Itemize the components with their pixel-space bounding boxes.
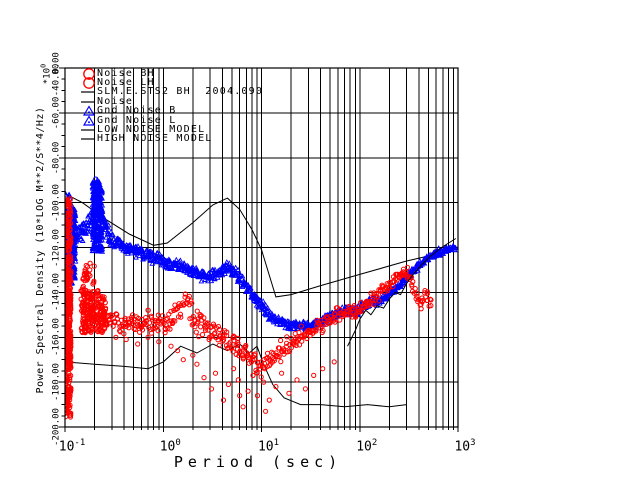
x-tick-label: 10-1 bbox=[58, 438, 86, 455]
triangle-marker-icon bbox=[79, 114, 97, 127]
legend-item: Noise bbox=[79, 95, 263, 108]
legend-item-label: Gnd Noise B bbox=[97, 105, 177, 117]
dash-marker-icon bbox=[79, 96, 97, 108]
legend-item: SLM.E.STS2 BH 2004.090 bbox=[79, 86, 264, 98]
legend-item-label: Noise BH bbox=[97, 67, 155, 79]
legend: Noise BH Noise LH SLM.E.STS2 BH 2004.090 No… bbox=[79, 67, 264, 145]
legend-item: HIGH NOISE MODEL bbox=[79, 133, 263, 145]
legend-item-label: LOW NOISE MODEL bbox=[97, 124, 206, 136]
legend-item-label: Noise LH bbox=[97, 77, 155, 89]
y-tick-label: -60.00 bbox=[51, 96, 62, 130]
y-tick-label: -120.00 bbox=[51, 228, 62, 267]
high-noise-model-line bbox=[65, 193, 456, 298]
dash-marker-icon bbox=[79, 124, 97, 136]
legend-item: Gnd Noise L bbox=[79, 114, 263, 127]
x-tick-label: 102 bbox=[356, 438, 378, 455]
y-tick-label: -180.00 bbox=[51, 363, 62, 402]
legend-item-label: HIGH NOISE MODEL bbox=[97, 133, 213, 145]
circle-marker-icon bbox=[79, 67, 97, 80]
y-tick-label: -80.00 bbox=[51, 141, 62, 175]
x-tick-label: 100 bbox=[159, 438, 181, 455]
x-tick-label: 103 bbox=[454, 438, 476, 455]
legend-item-label: Gnd Noise L bbox=[97, 114, 177, 126]
x-tick-label: 101 bbox=[257, 438, 280, 455]
circle-marker-icon bbox=[79, 77, 97, 89]
gnd-noise-outlier-rings bbox=[91, 176, 101, 199]
legend-item-label: SLM.E.STS2 BH 2004.090 bbox=[97, 86, 264, 98]
legend-item: Noise LH bbox=[79, 77, 263, 89]
y-tick-label: -40.00 bbox=[51, 63, 62, 97]
y-tick-label: -160.00 bbox=[51, 318, 62, 357]
noise-scatter bbox=[65, 196, 434, 420]
dash-marker-icon bbox=[79, 86, 97, 98]
noise-black-line bbox=[347, 238, 457, 347]
legend-item: Noise BH bbox=[79, 67, 263, 80]
y-axis-title: Power Spectral Density (10*LOG M**2/S**4… bbox=[35, 106, 46, 394]
gnd-noise-scatter bbox=[65, 176, 458, 333]
y-tick-label: -140.00 bbox=[51, 273, 62, 312]
y-tick-label: -100.00 bbox=[51, 183, 62, 222]
axis-tick-marks bbox=[59, 67, 459, 432]
legend-item: LOW NOISE MODEL bbox=[79, 124, 263, 136]
legend-item-label: Noise bbox=[97, 95, 134, 107]
x-axis-title: Period (sec) bbox=[173, 453, 343, 471]
plot-border bbox=[64, 67, 459, 428]
dash-marker-icon bbox=[79, 133, 97, 145]
